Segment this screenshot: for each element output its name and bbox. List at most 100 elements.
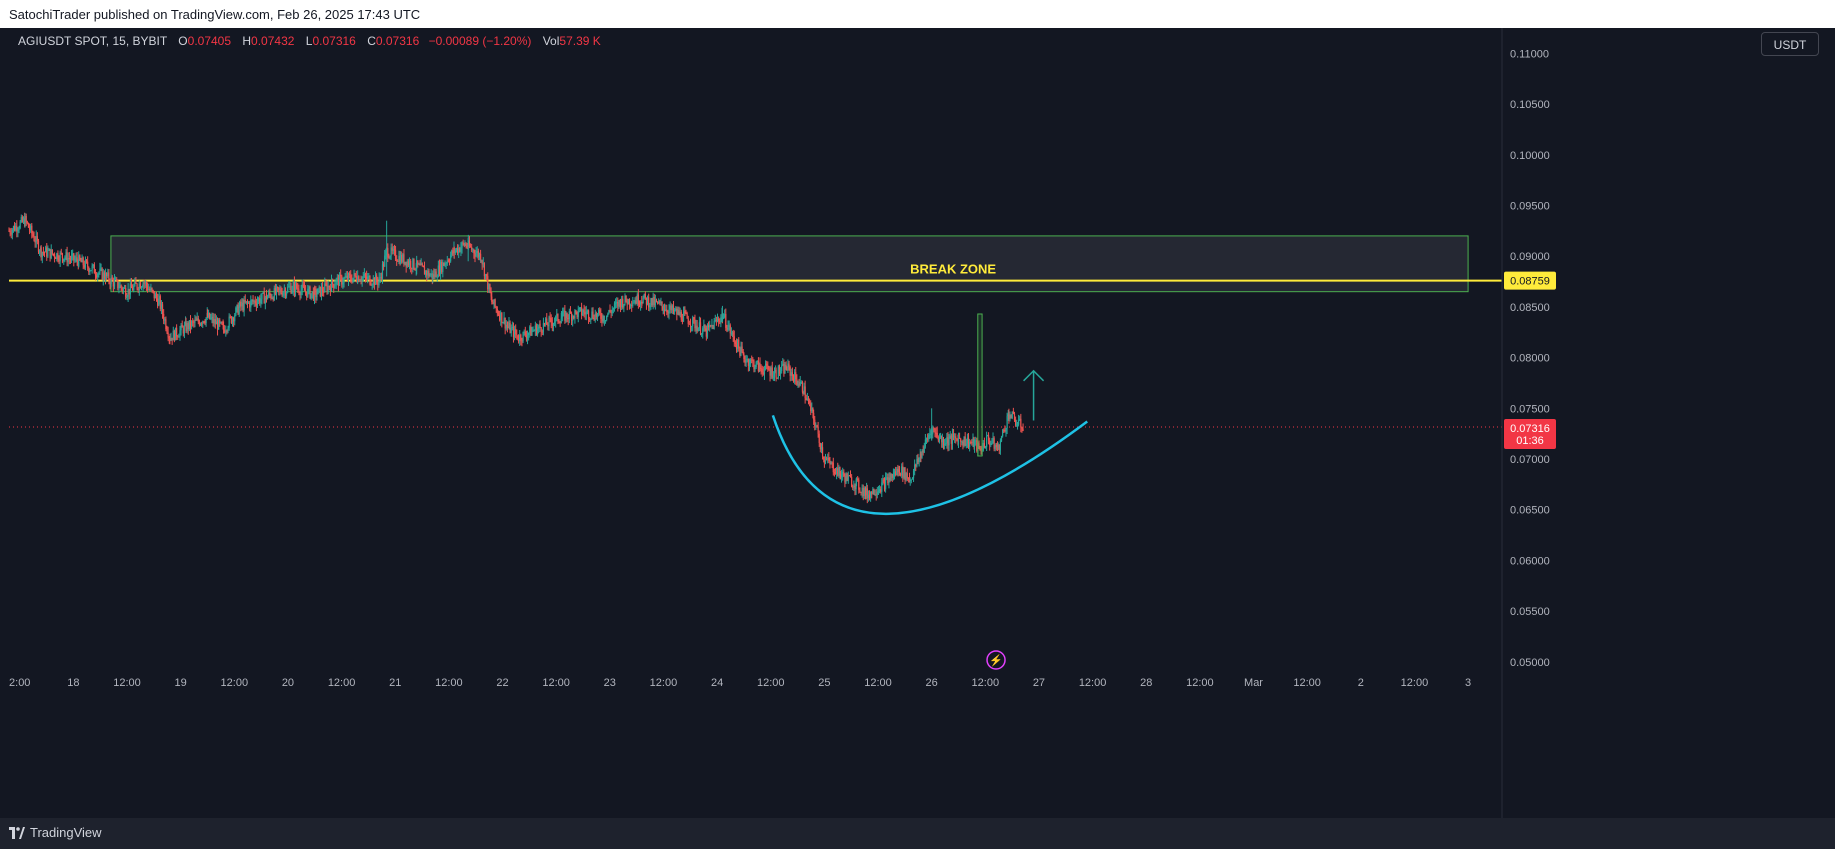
- candle-body: [747, 359, 749, 366]
- candle-body: [993, 438, 995, 449]
- candle-body: [291, 289, 293, 294]
- candle-body: [575, 310, 577, 312]
- candle-body: [963, 436, 965, 446]
- currency-button[interactable]: USDT: [1761, 32, 1819, 56]
- candle-body: [299, 293, 301, 296]
- candle-body: [689, 324, 692, 327]
- x-tick-label: 12:00: [1293, 677, 1321, 689]
- candle-body: [355, 275, 357, 281]
- candle-body: [559, 322, 561, 324]
- candle-body: [90, 270, 92, 272]
- candle-body: [518, 339, 520, 342]
- candle-body: [641, 302, 643, 304]
- candle-body: [283, 289, 285, 293]
- candle-body: [432, 274, 434, 280]
- candle-body: [698, 322, 701, 328]
- candle-body: [627, 299, 629, 305]
- candle-body: [1008, 414, 1010, 420]
- candle-body: [84, 260, 87, 268]
- candle-body: [710, 325, 712, 327]
- candle-body: [941, 439, 943, 443]
- candle-body: [441, 262, 443, 272]
- candle-body: [898, 466, 901, 474]
- candle-body: [406, 261, 408, 267]
- candle-body: [254, 300, 256, 304]
- candle-body: [631, 304, 633, 306]
- candle-body: [484, 274, 487, 277]
- candle-body: [699, 322, 702, 335]
- candle-body: [632, 302, 634, 306]
- symbol-label[interactable]: AGIUSDT SPOT, 15, BYBIT: [18, 34, 167, 48]
- candle-body: [922, 450, 924, 453]
- candle-body: [543, 322, 546, 325]
- candle-body: [643, 293, 645, 298]
- candle-body: [312, 291, 314, 300]
- candle-body: [1018, 420, 1020, 425]
- candle-body: [788, 363, 790, 368]
- candle-body: [401, 254, 403, 262]
- candle-body: [426, 270, 428, 276]
- candle-body: [954, 436, 956, 438]
- candle-body: [957, 437, 960, 445]
- candle-body: [929, 433, 931, 435]
- candle-body: [947, 437, 949, 446]
- candle-body: [376, 275, 378, 282]
- candle-body: [40, 247, 42, 258]
- candle-body: [659, 301, 661, 303]
- candle-body: [398, 256, 400, 262]
- candle-body: [994, 445, 996, 449]
- candle-body: [459, 247, 461, 252]
- candle-body: [660, 301, 662, 303]
- candle-body: [901, 466, 903, 476]
- x-tick-label: 12:00: [650, 677, 678, 689]
- candle-body: [1010, 415, 1012, 419]
- tradingview-logo[interactable]: TradingView: [9, 825, 102, 840]
- candle-body: [685, 312, 687, 314]
- candle-body: [241, 302, 243, 307]
- candle-body: [876, 491, 878, 495]
- candle-body: [66, 252, 68, 263]
- candle-body: [651, 298, 653, 306]
- candle-body: [229, 316, 231, 318]
- candle-body: [81, 257, 83, 263]
- candle-body: [1019, 418, 1021, 421]
- candle-body: [495, 306, 497, 309]
- candle-body: [17, 229, 19, 232]
- candle-body: [288, 286, 290, 288]
- candle-body: [160, 304, 163, 309]
- candle-body: [743, 353, 745, 359]
- candle-body: [848, 475, 850, 477]
- candle-body: [404, 261, 406, 265]
- candle-body: [712, 324, 714, 329]
- candle-body: [173, 330, 175, 341]
- candle-body: [880, 489, 882, 492]
- candle-body: [292, 282, 294, 284]
- candle-body: [715, 319, 717, 321]
- candle-body: [166, 328, 168, 333]
- candle-body: [311, 291, 313, 294]
- y-tick-label: 0.10500: [1510, 99, 1550, 111]
- candle-body: [713, 320, 715, 329]
- candle-body: [555, 316, 557, 322]
- candle-body: [777, 366, 779, 379]
- candle-body: [249, 302, 251, 308]
- candle-body: [622, 298, 624, 308]
- candle-body: [139, 283, 142, 289]
- candle-body: [618, 300, 620, 307]
- candle-body: [493, 299, 495, 305]
- x-tick-label: Mar: [1244, 677, 1263, 689]
- candle-body: [334, 285, 336, 288]
- candle-body: [308, 286, 310, 289]
- candle-body: [784, 364, 786, 374]
- candle-body: [545, 318, 547, 325]
- publisher-bar: SatochiTrader published on TradingView.c…: [0, 0, 1835, 28]
- candle-body: [962, 441, 964, 446]
- candle-body: [10, 233, 12, 235]
- x-tick-label: 12:00: [1401, 677, 1429, 689]
- candle-body: [55, 257, 57, 259]
- candle-body: [439, 262, 442, 275]
- candle-body: [863, 488, 865, 497]
- candle-body: [859, 489, 861, 492]
- candle-body: [992, 438, 994, 443]
